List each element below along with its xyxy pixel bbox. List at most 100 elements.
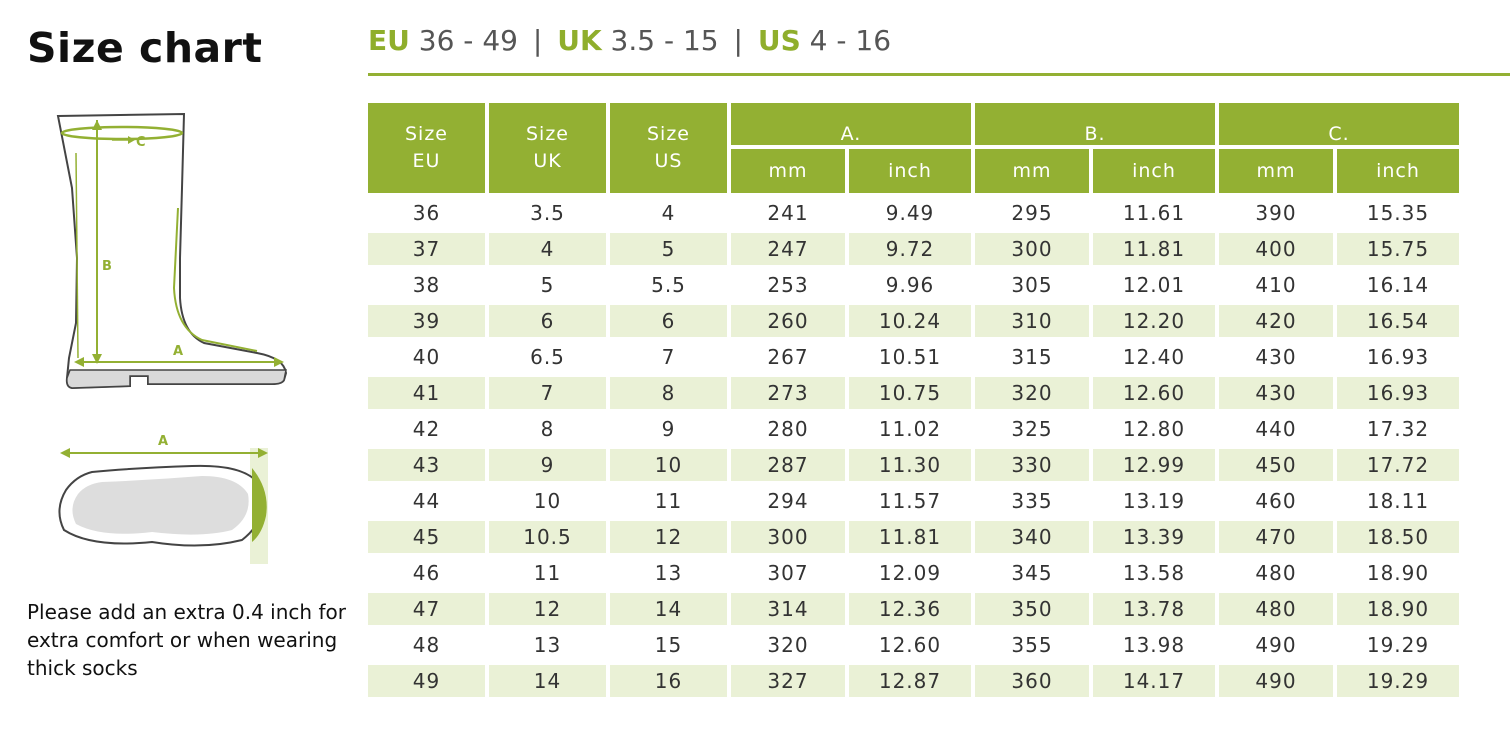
cell-a-inch: 12.36 (849, 593, 971, 625)
cell-a-mm: 267 (767, 345, 809, 369)
cell-size-eu: 41 (368, 377, 485, 409)
cell-size-us: 15 (654, 633, 683, 657)
cell-size-us: 12 (610, 521, 727, 553)
cell-c-mm: 480 (1219, 593, 1333, 625)
header-size-us: Size US (610, 103, 727, 193)
cell-size-uk: 6.5 (530, 345, 565, 369)
cell-c-mm: 430 (1255, 345, 1297, 369)
table-row: 42 8 9 280 11.02 325 12.80 440 17.32 (368, 413, 1459, 445)
cell-c-mm: 390 (1255, 201, 1297, 225)
cell-b-mm: 350 (975, 593, 1089, 625)
header-c-mm: mm (1219, 149, 1333, 193)
cell-size-us: 6 (610, 305, 727, 337)
cell-a-mm: 307 (767, 561, 809, 585)
cell-c-inch: 16.93 (1337, 377, 1459, 409)
cell-b-mm: 305 (1011, 273, 1053, 297)
cell-b-mm: 320 (975, 377, 1089, 409)
cell-size-uk: 8 (540, 417, 555, 441)
cell-c-inch: 19.29 (1366, 633, 1430, 657)
cell-b-inch: 12.20 (1093, 305, 1215, 337)
cell-size-us: 14 (610, 593, 727, 625)
cell-c-inch: 17.72 (1337, 449, 1459, 481)
cell-b-mm: 355 (1011, 633, 1053, 657)
cell-size-us: 9 (661, 417, 676, 441)
boot-label-b: B (102, 259, 112, 274)
range-uk-label: UK (557, 24, 602, 57)
table-row: 47 12 14 314 12.36 350 13.78 480 18.90 (368, 593, 1459, 625)
cell-c-inch: 15.75 (1337, 233, 1459, 265)
cell-size-uk: 12 (489, 593, 606, 625)
cell-a-inch: 12.09 (878, 561, 942, 585)
header-b-inch: inch (1093, 149, 1215, 193)
cell-b-inch: 14.17 (1093, 665, 1215, 697)
cell-b-inch: 11.81 (1093, 233, 1215, 265)
cell-a-mm: 287 (731, 449, 845, 481)
cell-size-uk: 6 (489, 305, 606, 337)
cell-a-inch: 10.24 (849, 305, 971, 337)
cell-c-inch: 16.54 (1337, 305, 1459, 337)
cell-size-eu: 39 (368, 305, 485, 337)
cell-size-uk: 7 (489, 377, 606, 409)
cell-a-inch: 11.02 (878, 417, 942, 441)
size-table-body: 36 3.5 4 241 9.49 295 11.61 390 15.35 37 4 5 247 9.72… (368, 197, 1459, 697)
cell-size-us: 5 (610, 233, 727, 265)
cell-a-inch: 10.75 (849, 377, 971, 409)
cell-b-inch: 12.40 (1122, 345, 1186, 369)
cell-size-eu: 46 (412, 561, 441, 585)
cell-a-inch: 11.81 (849, 521, 971, 553)
header-a-inch: inch (849, 149, 971, 193)
header-group-b: B. (975, 103, 1215, 145)
cell-a-inch: 9.49 (885, 201, 935, 225)
cell-a-mm: 247 (731, 233, 845, 265)
cell-c-mm: 480 (1255, 561, 1297, 585)
table-row: 40 6.5 7 267 10.51 315 12.40 430 16.93 (368, 341, 1459, 373)
cell-size-uk: 11 (533, 561, 562, 585)
header-rule (368, 73, 1510, 76)
comfort-note: Please add an extra 0.4 inch for extra c… (27, 600, 346, 680)
header-size-uk: Size UK (489, 103, 606, 193)
cell-size-uk: 4 (489, 233, 606, 265)
cell-c-mm: 420 (1219, 305, 1333, 337)
cell-size-uk: 5 (540, 273, 555, 297)
sole-diagram-icon: A (58, 434, 268, 564)
sole-label-a: A (158, 434, 168, 449)
cell-a-mm: 320 (767, 633, 809, 657)
range-uk-value: 3.5 - 15 (610, 24, 719, 57)
boot-diagram-icon: C B A (56, 112, 288, 390)
cell-b-inch: 13.58 (1122, 561, 1186, 585)
cell-a-inch: 11.57 (878, 489, 942, 513)
cell-c-inch: 17.32 (1366, 417, 1430, 441)
cell-b-inch: 12.80 (1122, 417, 1186, 441)
cell-b-mm: 345 (1011, 561, 1053, 585)
cell-b-mm: 335 (1011, 489, 1053, 513)
size-range-header: EU 36 - 49 | UK 3.5 - 15 | US 4 - 16 (368, 24, 891, 57)
cell-a-mm: 241 (767, 201, 809, 225)
cell-size-eu: 38 (412, 273, 441, 297)
cell-size-uk: 9 (489, 449, 606, 481)
cell-c-mm: 490 (1219, 665, 1333, 697)
cell-c-mm: 410 (1255, 273, 1297, 297)
cell-c-inch: 18.90 (1337, 593, 1459, 625)
range-us-label: US (757, 24, 801, 57)
cell-a-inch: 12.60 (878, 633, 942, 657)
cell-a-mm: 273 (731, 377, 845, 409)
cell-b-mm: 325 (1011, 417, 1053, 441)
cell-b-mm: 330 (975, 449, 1089, 481)
cell-b-mm: 340 (975, 521, 1089, 553)
table-row: 43 9 10 287 11.30 330 12.99 450 17.72 (368, 449, 1459, 481)
table-row: 37 4 5 247 9.72 300 11.81 400 15.75 (368, 233, 1459, 265)
cell-c-mm: 400 (1219, 233, 1333, 265)
range-separator: | (532, 24, 543, 57)
cell-b-inch: 13.19 (1122, 489, 1186, 513)
cell-size-us: 8 (610, 377, 727, 409)
cell-c-inch: 18.50 (1337, 521, 1459, 553)
header-a-mm: mm (731, 149, 845, 193)
cell-c-mm: 440 (1255, 417, 1297, 441)
cell-c-mm: 490 (1255, 633, 1297, 657)
range-eu-value: 36 - 49 (418, 24, 518, 57)
cell-a-mm: 314 (731, 593, 845, 625)
cell-a-mm: 294 (767, 489, 809, 513)
cell-b-mm: 300 (975, 233, 1089, 265)
cell-size-eu: 44 (412, 489, 441, 513)
cell-b-inch: 13.98 (1122, 633, 1186, 657)
